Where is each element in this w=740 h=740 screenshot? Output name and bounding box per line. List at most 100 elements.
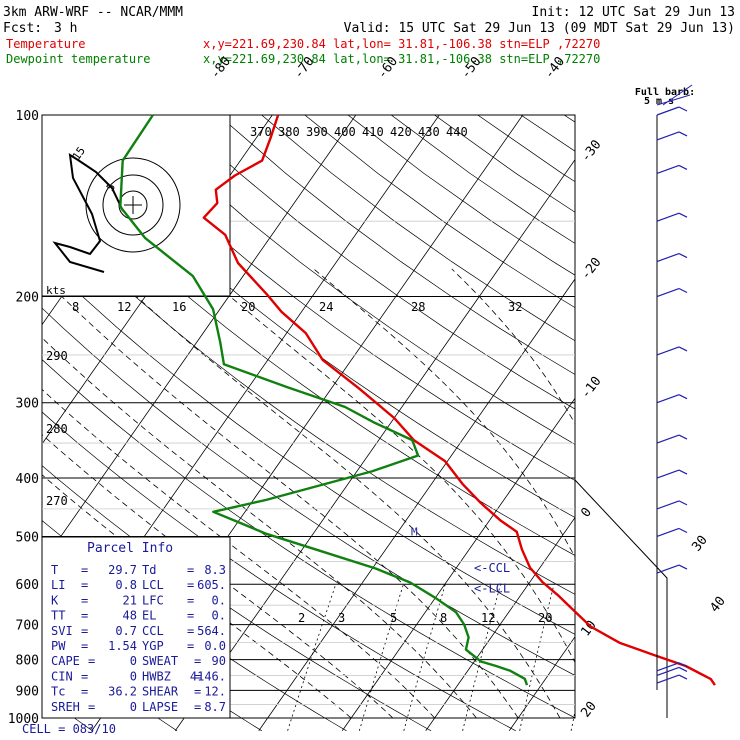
mixing-ratio-label: 20 [538,611,552,625]
theta-label: 400 [334,125,356,139]
parcel-value: LAPSE [142,700,178,714]
mixing-ratio-label: 5 [390,611,397,625]
parcel-value: YGP [142,639,164,653]
parcel-value: = [187,624,194,638]
parcel-value: LCL [142,578,164,592]
wind-barb [656,131,688,141]
dry-adiabat [45,115,575,518]
parcel-value: 36.2 [108,685,137,699]
wind-barb [656,666,688,677]
dry-adiabat [477,115,575,183]
parcel-value: SREH [51,700,80,714]
hodograph-ring [102,174,164,236]
parcel-value: 21 [123,593,137,607]
parcel-value: 0.0 [204,639,226,653]
pressure-label: 400 [16,472,39,487]
parcel-value: Td [142,563,156,577]
parcel-value: CCL [142,624,164,638]
pressure-label: 200 [16,291,39,306]
wind-barb [656,527,688,538]
parcel-cell: CELL = 083/10 [22,722,116,736]
parcel-value: HWBZ [142,669,171,683]
hodograph-unit: kts [46,284,66,297]
moist-adiabat [42,388,435,719]
isotherm-label: 30 [689,533,710,555]
upper-mixing-label: 28 [411,300,425,314]
dry-adiabat [304,115,575,309]
lower-theta-label: 280 [46,422,68,436]
dry-adiabat [42,307,575,676]
upper-mixing-label: 8 [72,300,79,314]
wind-barb [656,346,688,356]
isotherm [0,102,31,731]
parcel-value: = [194,700,201,714]
parcel-value: = [81,639,88,653]
mixing-ratio-line [287,584,337,731]
parcel-value: 12. [204,685,226,699]
legend-temperature-info: x,y=221.69,230.84 lat,lon= 31.81,-106.38… [203,37,600,51]
mixing-ratio-label: 3 [338,611,345,625]
wind-barb [656,164,688,175]
isotherm-label: 40 [707,594,728,616]
parcel-value: 0.7 [115,624,137,638]
dry-adiabat [131,115,575,445]
parcel-value: 48 [123,609,137,623]
parcel-panel-box [41,536,231,719]
hodograph-ring-label: 15 [70,144,88,162]
parcel-value: SVI [51,624,73,638]
dry-adiabat [607,115,740,731]
parcel-value: LI [51,578,65,592]
wind-barb [656,500,688,510]
wind-barb-column: Full barb:5 m s [635,84,695,690]
forecast-label: Fcst: [3,21,42,36]
moist-adiabat [42,337,477,719]
wind-barb [656,106,688,116]
mixing-ratio-line [358,584,404,731]
ccl-marker: <-CCL [474,561,510,575]
upper-mixing-label: 32 [508,300,522,314]
moist-adiabat [42,276,519,719]
parcel-value: = [194,685,201,699]
parcel-value: = [81,609,88,623]
hodograph-trace [52,153,124,273]
level-marker: M [411,526,418,539]
wind-barb [656,469,688,479]
wind-barb [656,252,688,263]
dry-adiabat [174,115,575,410]
isotherm-label: -10 [578,374,604,402]
isotherm [174,159,575,732]
parcel-value: 564. [197,624,226,638]
upper-mixing-label: 12 [117,300,131,314]
profiles [119,114,716,686]
parcel-value: 0. [212,593,226,607]
pressure-label: 600 [16,578,39,593]
moist-adiabat [585,269,727,718]
pressure-label: 100 [16,109,39,124]
legend-dewpoint-info: x,y=221.69,230.84 lat,lon= 31.81,-106.38… [203,52,600,66]
mixing-ratio-line [609,584,638,731]
parcel-value: 1.54 [108,639,137,653]
forecast-hours: 3 h [54,21,77,36]
parcel-value: K [51,593,59,607]
pressure-label: 500 [16,530,39,545]
mixing-ratio-line [403,584,446,731]
isotherm-label: -20 [578,255,604,283]
parcel-value: SHEAR [142,685,179,699]
parcel-value: CIN [51,669,73,683]
parcel-value: Tc [51,685,65,699]
legend-dewpoint-name: Dewpoint temperature [6,52,151,66]
pressure-label: 900 [16,684,39,699]
parcel-value: = [81,593,88,607]
parcel-value: TT [51,609,65,623]
parcel-value: 0 [130,669,137,683]
dry-adiabat [88,115,575,481]
theta-label: 440 [446,125,468,139]
wind-barb [656,434,688,444]
wind-barb [656,564,688,574]
parcel-value: = [187,609,194,623]
lcl-marker: <-LCL [474,581,510,595]
pressure-label: 800 [16,654,39,669]
moist-adiabat [451,268,575,425]
